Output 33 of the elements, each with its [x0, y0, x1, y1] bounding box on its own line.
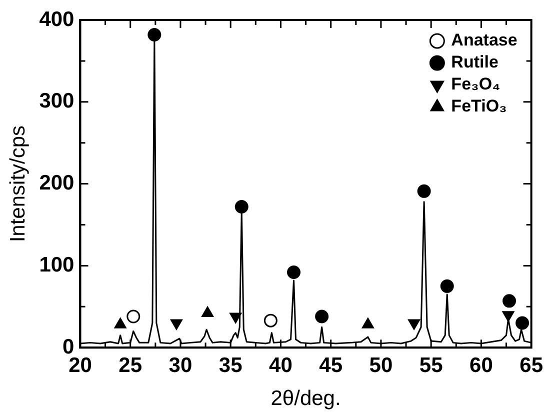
point — [502, 311, 514, 322]
y-tick-label: 300 — [39, 90, 74, 113]
point — [516, 316, 530, 330]
x-tick-label: 30 — [168, 354, 192, 377]
point — [148, 28, 162, 42]
point — [417, 184, 431, 198]
y-tick-label: 100 — [39, 253, 74, 276]
x-axis-title: 2θ/deg. — [270, 387, 341, 410]
x-tick-label: 45 — [319, 354, 343, 377]
point — [287, 266, 300, 279]
point — [126, 310, 140, 324]
point — [408, 319, 420, 330]
x-tick-label: 25 — [118, 354, 142, 377]
x-tick-label: 50 — [369, 354, 393, 377]
point — [234, 200, 248, 214]
point — [230, 312, 242, 324]
x-tick-label: 35 — [218, 354, 243, 377]
y-tick-label: 200 — [39, 172, 74, 195]
x-tick-label: 40 — [269, 354, 292, 377]
y-tick-label: 400 — [39, 8, 74, 31]
legend-label: FeTiO₃ — [451, 96, 507, 116]
x-tick-label: 55 — [419, 354, 444, 377]
point — [502, 294, 516, 308]
legend-label: Fe₃O₄ — [451, 74, 500, 94]
point — [264, 314, 278, 328]
legend-label: Anatase — [451, 30, 518, 50]
x-tick-label: 65 — [520, 354, 544, 377]
point — [315, 310, 329, 324]
point — [170, 319, 182, 330]
x-tick-label: 60 — [470, 354, 493, 377]
legend-label: Rutile — [451, 52, 498, 72]
point — [440, 279, 454, 293]
y-axis-title: Intensity/cps — [6, 125, 30, 242]
